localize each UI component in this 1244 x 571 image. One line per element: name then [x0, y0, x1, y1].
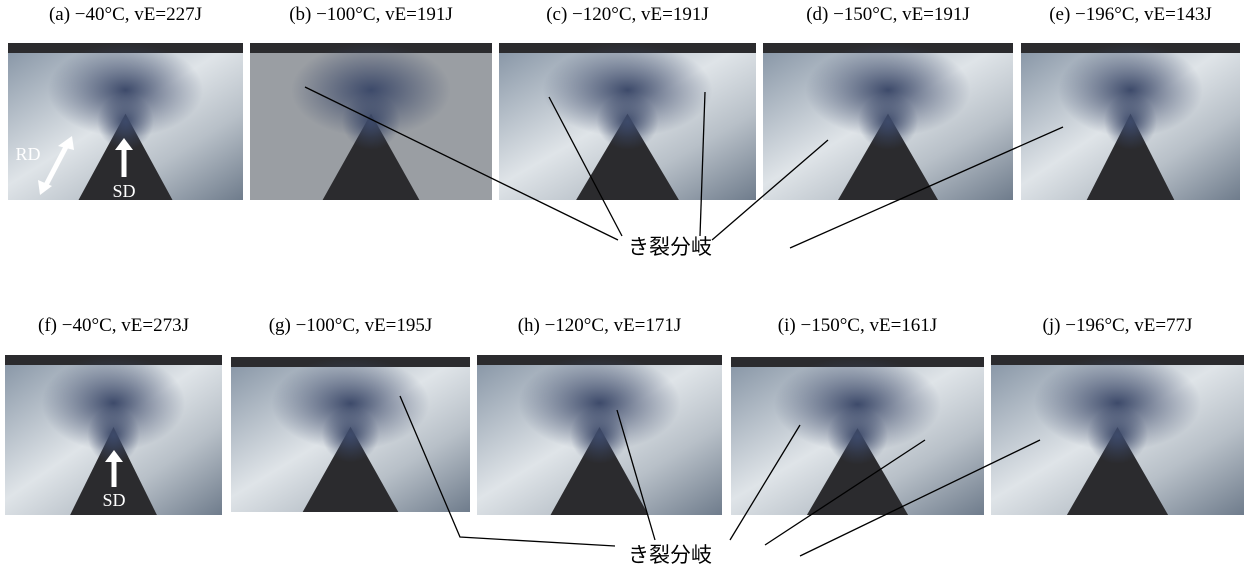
panel-caption: (c) −120°C, vE=191J [546, 4, 709, 25]
specimen-photo [763, 43, 1013, 200]
panel-caption: (d) −150°C, vE=191J [806, 4, 970, 25]
annotation: き裂分岐 [628, 543, 712, 567]
specimen-photo [231, 357, 470, 512]
figure: き裂分岐 き裂分岐 (a) −40°C, vE=227J (b) −100°C, … [0, 0, 1244, 571]
sd-label: SD [102, 490, 125, 510]
fracture-zone [1104, 93, 1157, 150]
fracture-zone [570, 406, 629, 464]
photos [5, 43, 1244, 515]
fracture-zone [322, 407, 379, 463]
fracture-zone [1087, 406, 1148, 464]
sd-label: SD [112, 181, 135, 201]
fracture-zone [342, 93, 400, 150]
panel-caption: (b) −100°C, vE=191J [289, 4, 453, 25]
fracture-zone [858, 93, 918, 150]
panel-caption: (a) −40°C, vE=227J [49, 4, 202, 25]
panel-caption: (e) −196°C, vE=143J [1049, 4, 1212, 25]
panel-caption: (h) −120°C, vE=171J [518, 315, 682, 336]
specimen-photo [731, 357, 984, 515]
specimen-photo [250, 43, 492, 200]
panel-caption: (f) −40°C, vE=273J [38, 315, 189, 336]
panel-caption: (g) −100°C, vE=195J [269, 315, 433, 336]
annotation: き裂分岐 [628, 235, 712, 259]
fracture-zone [597, 93, 659, 150]
panel-caption: (j) −196°C, vE=77J [1043, 315, 1193, 336]
fracture-zone [827, 408, 888, 465]
specimen-photo [991, 355, 1244, 515]
panel-caption: (i) −150°C, vE=161J [778, 315, 937, 336]
specimen-photo [477, 355, 722, 515]
specimen-photo [1021, 43, 1240, 200]
rd-label: RD [15, 144, 40, 164]
specimen-photo [499, 43, 756, 200]
